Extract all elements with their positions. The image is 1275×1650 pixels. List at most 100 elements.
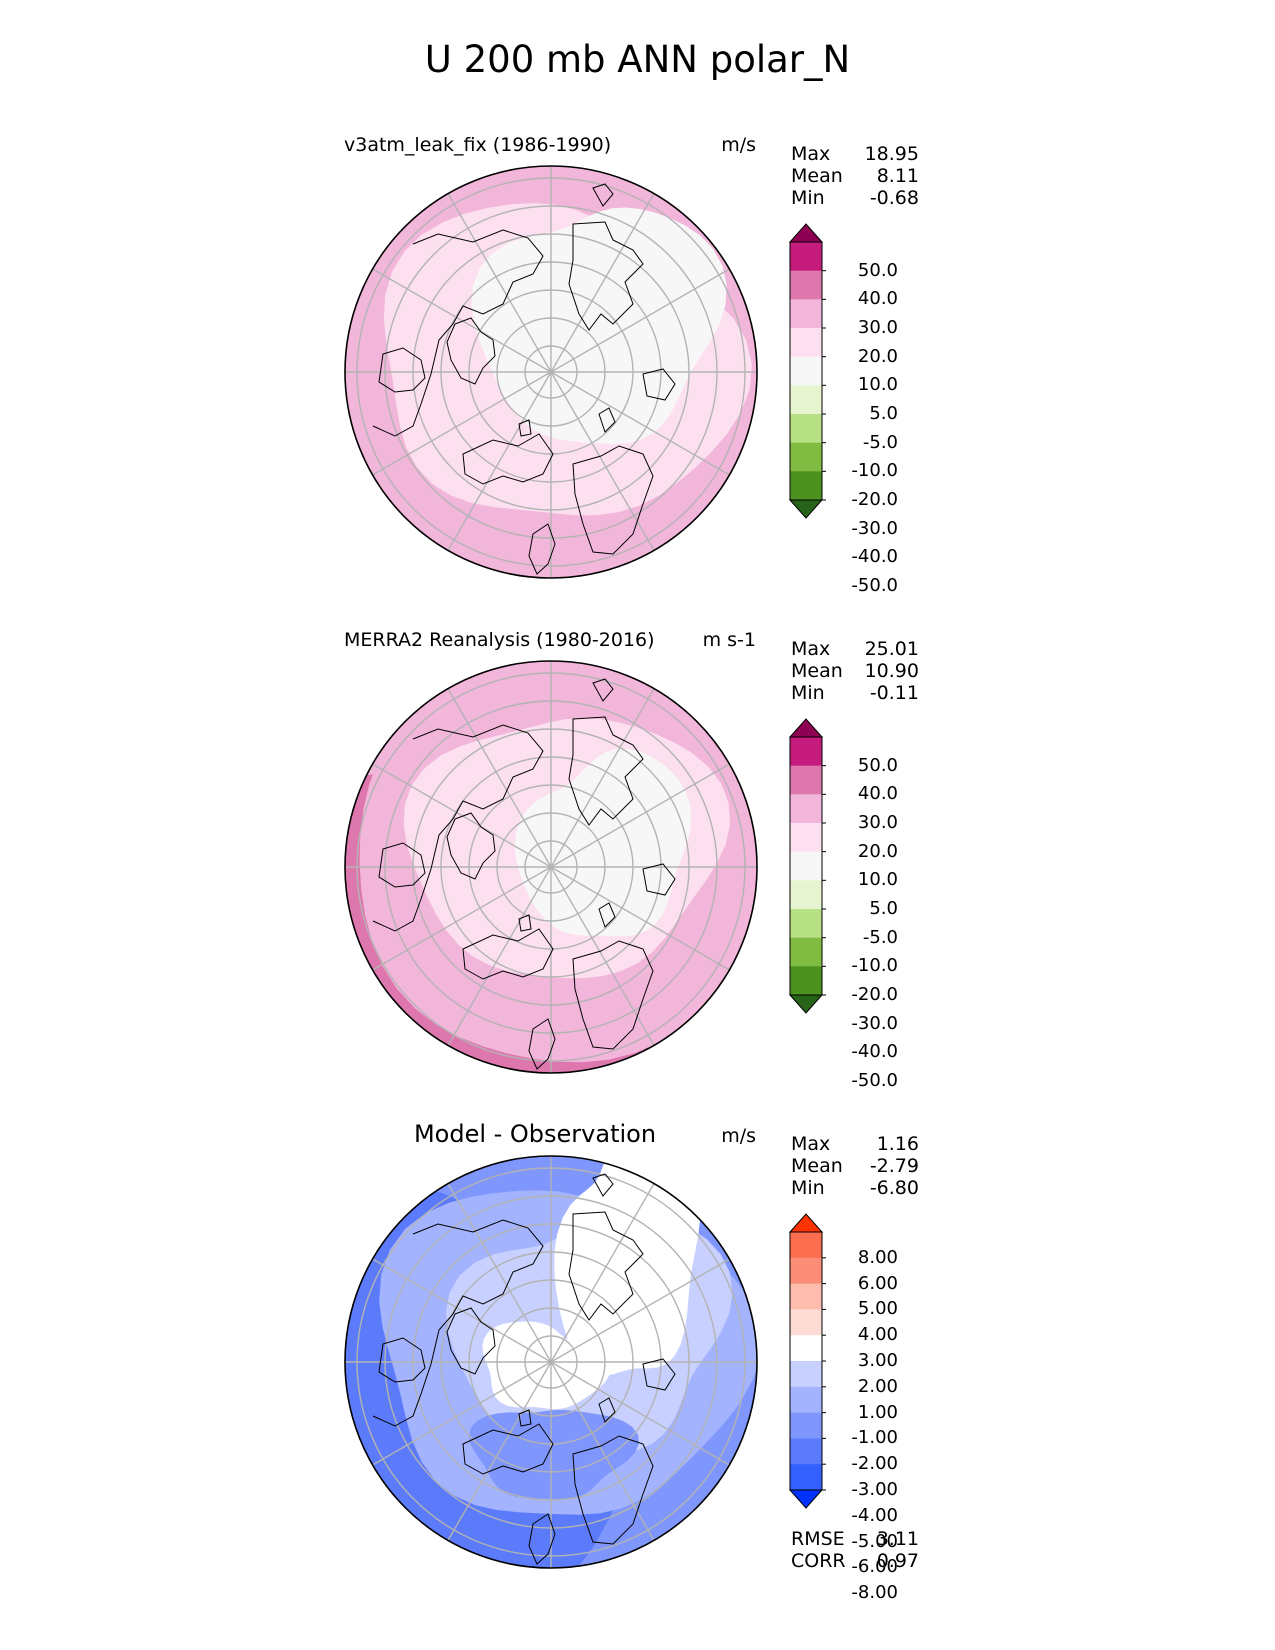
coastline <box>528 1018 556 1070</box>
coastline <box>598 902 616 928</box>
colorbar-tick-label: 2.00 <box>857 1375 898 1397</box>
coastline <box>572 1435 654 1545</box>
panel-2-units: m s-1 <box>702 629 756 651</box>
panel-2-stat-mean: Mean 10.90 <box>791 660 919 684</box>
stat-value: -0.11 <box>869 682 919 704</box>
stat-label: Min <box>791 682 825 704</box>
colorbar-outline <box>789 241 823 501</box>
graticule <box>345 661 757 1073</box>
panel-1-stat-max: Max 18.95 <box>791 143 919 167</box>
colorbar-extend-max <box>788 718 824 738</box>
weak-wind-core <box>471 207 727 444</box>
panel-3-title: Model - Observation <box>413 1120 657 1148</box>
stat-label: Mean <box>791 660 843 682</box>
colorbar-tick-label: 10.0 <box>857 869 898 891</box>
colorbar-tick-label: 50.0 <box>857 259 898 281</box>
colorbar-tick-label: -2.00 <box>851 1453 898 1475</box>
colorbar-tick-label: -20.0 <box>851 984 898 1005</box>
colorbar-segment <box>790 1464 822 1491</box>
stat-label: Max <box>791 638 831 660</box>
map-boundary <box>344 165 758 579</box>
coastline <box>642 368 676 401</box>
coastline <box>518 914 532 932</box>
colorbar-segment <box>790 765 822 795</box>
map-boundary <box>344 660 758 1074</box>
coastline <box>378 347 426 393</box>
colorbar-tick-label: -5.0 <box>862 431 898 453</box>
stat-value: -6.80 <box>869 1177 919 1199</box>
panel-2-title: MERRA2 Reanalysis (1980-2016) <box>344 629 655 651</box>
colorbar-tick-label: 20.0 <box>857 345 898 367</box>
colorbar-segment <box>790 242 822 272</box>
coastline <box>446 1307 496 1375</box>
panel-3-stat-min: Min -6.80 <box>791 1177 919 1201</box>
colorbar-tick-label: 3.00 <box>857 1350 898 1371</box>
colorbar-tick-label: -5.0 <box>862 926 898 948</box>
colorbar-tick-label: 40.0 <box>857 783 898 805</box>
figure-title: U 200 mb ANN polar_N <box>424 38 851 81</box>
coastline <box>592 678 614 702</box>
panel-1-title: v3atm_leak_fix (1986-1990) <box>344 134 612 156</box>
coastline <box>518 419 532 437</box>
panel-3-stat-mean: Mean -2.79 <box>791 1155 919 1179</box>
coastline <box>598 407 616 433</box>
colorbar-tick-label: -10.0 <box>851 955 898 977</box>
stat-value: 18.95 <box>864 143 919 165</box>
colorbar-segment <box>790 1438 822 1465</box>
stat-value: 1.16 <box>876 1133 919 1155</box>
coastline <box>446 317 496 385</box>
colorbar-segment <box>790 851 822 881</box>
coastline <box>462 433 554 485</box>
map-field <box>345 1156 757 1568</box>
stat-value: 10.90 <box>864 660 919 682</box>
coastline <box>568 221 644 331</box>
coastline <box>372 724 544 932</box>
stat-label: Min <box>791 1177 825 1199</box>
coastline <box>572 445 654 555</box>
map-boundary <box>344 1155 758 1569</box>
coastline <box>592 183 614 207</box>
colorbar-segment <box>790 414 822 444</box>
panel-1-colorbar <box>788 223 826 519</box>
colorbar-tick-label: -30.0 <box>851 517 898 539</box>
stat-label: Max <box>791 143 831 165</box>
panel-1-polar-map <box>344 165 758 579</box>
colorbar-extend-min <box>788 499 824 519</box>
colorbar-outline <box>789 736 823 996</box>
colorbar-tick-label: 40.0 <box>857 288 898 310</box>
panel-2-stat-max: Max 25.01 <box>791 638 919 662</box>
colorbar-tick-label: 1.00 <box>857 1401 898 1423</box>
colorbar-tick-label: 6.00 <box>857 1272 898 1294</box>
stat-label: Max <box>791 1133 831 1155</box>
colorbar-tick-label: -6.00 <box>851 1556 898 1578</box>
panel-1-stat-mean: Mean 8.11 <box>791 165 919 189</box>
coastlines <box>372 678 676 1070</box>
colorbar-segment <box>790 356 822 386</box>
colorbar-segment <box>790 385 822 415</box>
colorbar-tick-label: 4.00 <box>857 1324 898 1346</box>
colorbar-tick-label: -20.0 <box>851 489 898 510</box>
coastline <box>598 1397 616 1423</box>
stat-value: 25.01 <box>864 638 919 660</box>
colorbar-tick-label: -40.0 <box>851 1041 898 1063</box>
colorbar-extend-max <box>788 223 824 243</box>
stat-value: -0.68 <box>869 187 919 209</box>
colorbar-tick-label: 30.0 <box>857 317 898 338</box>
colorbar-extend-min <box>788 1489 824 1509</box>
coastlines <box>372 1173 676 1565</box>
colorbar-segment <box>790 1361 822 1388</box>
colorbar-segment <box>790 937 822 967</box>
colorbar-segment <box>790 299 822 329</box>
panel-3-units: m/s <box>721 1125 756 1147</box>
meridian-line <box>447 193 655 551</box>
colorbar-segment <box>790 966 822 996</box>
coastlines <box>372 183 676 575</box>
colorbar-segment <box>790 737 822 767</box>
colorbar-segment <box>790 1335 822 1362</box>
coastline <box>378 1337 426 1383</box>
coastline <box>372 229 544 437</box>
stat-value: -2.79 <box>869 1155 919 1177</box>
graticule <box>345 166 757 578</box>
panel-3-stat-max: Max 1.16 <box>791 1133 919 1157</box>
colorbar-tick-label: 8.00 <box>857 1246 898 1268</box>
